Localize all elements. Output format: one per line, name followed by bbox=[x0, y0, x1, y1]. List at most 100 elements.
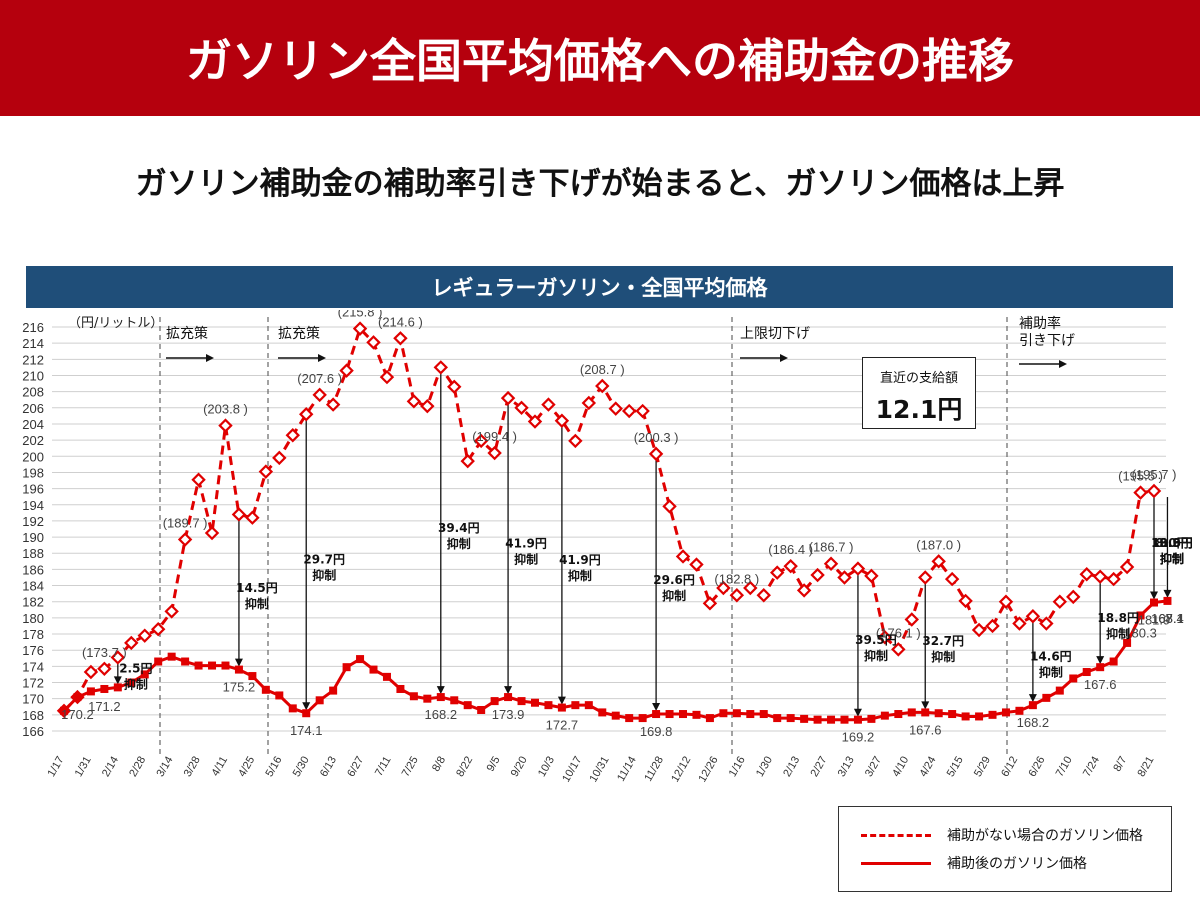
y-tick-label: 192 bbox=[22, 514, 44, 529]
data-point-with-subsidy bbox=[719, 709, 728, 718]
subsidy-amount-label-line2: 抑制 bbox=[864, 648, 888, 663]
y-tick-label: 188 bbox=[22, 546, 44, 561]
data-label: 173.9 bbox=[492, 707, 525, 722]
subsidy-amount-label: 41.9円 bbox=[559, 553, 601, 567]
data-point-no-subsidy bbox=[1012, 616, 1027, 631]
data-point-with-subsidy bbox=[1109, 657, 1118, 666]
y-tick-label: 212 bbox=[22, 352, 44, 367]
x-tick-label: 8/21 bbox=[1135, 755, 1156, 780]
data-point-with-subsidy bbox=[1069, 674, 1078, 683]
legend-label-dashed: 補助がない場合のガソリン価格 bbox=[947, 828, 1143, 844]
subsidy-arrow-head bbox=[1150, 591, 1158, 600]
x-tick-label: 1/16 bbox=[727, 755, 748, 780]
data-point-no-subsidy bbox=[931, 554, 946, 569]
data-point-with-subsidy bbox=[517, 697, 526, 706]
y-tick-label: 180 bbox=[22, 611, 44, 626]
data-point-no-subsidy bbox=[500, 390, 516, 406]
data-point-no-subsidy bbox=[325, 397, 341, 412]
data-point-with-subsidy bbox=[181, 657, 190, 666]
data-point-no-subsidy bbox=[1025, 609, 1041, 624]
x-tick-label: 6/26 bbox=[1026, 755, 1047, 780]
data-point-with-subsidy bbox=[611, 711, 620, 720]
data-point-no-subsidy bbox=[352, 321, 368, 336]
data-point-with-subsidy bbox=[221, 661, 230, 670]
x-tick-label: 4/11 bbox=[209, 755, 230, 779]
data-point-with-subsidy bbox=[140, 670, 149, 679]
data-point-with-subsidy bbox=[975, 712, 984, 721]
data-point-with-subsidy bbox=[248, 672, 257, 681]
subsidy-amount-label: 18.9円 bbox=[1151, 536, 1193, 550]
data-point-with-subsidy bbox=[961, 712, 970, 721]
dashed-line-swatch bbox=[861, 833, 931, 837]
page-title: ガソリン全国平均価格への補助金の推移 bbox=[0, 0, 1200, 116]
data-point-with-subsidy bbox=[396, 684, 405, 693]
data-point-no-subsidy bbox=[621, 403, 637, 419]
data-point-with-subsidy bbox=[867, 714, 876, 723]
data-point-no-subsidy bbox=[258, 464, 274, 479]
y-tick-label: 194 bbox=[22, 498, 44, 513]
data-point-no-subsidy bbox=[97, 661, 112, 676]
subsidy-arrow-head bbox=[1096, 656, 1105, 665]
data-label: (208.7 ) bbox=[580, 362, 625, 377]
data-point-with-subsidy bbox=[732, 709, 741, 718]
data-point-with-subsidy bbox=[598, 708, 607, 717]
data-point-with-subsidy bbox=[584, 701, 593, 710]
y-tick-label: 214 bbox=[22, 336, 44, 351]
data-point-with-subsidy bbox=[665, 710, 674, 719]
x-tick-label: 6/27 bbox=[345, 755, 366, 780]
data-point-no-subsidy bbox=[675, 549, 691, 564]
data-point-with-subsidy bbox=[450, 696, 459, 705]
subsidy-amount-label: 14.6円 bbox=[1030, 650, 1072, 664]
subsidy-amount-label-line2: 抑制 bbox=[514, 552, 538, 567]
data-point-with-subsidy bbox=[1136, 611, 1145, 620]
y-tick-label: 202 bbox=[22, 433, 44, 448]
x-tick-label: 5/29 bbox=[972, 755, 993, 780]
legend-item-solid: 補助後のガソリン価格 bbox=[861, 853, 1087, 873]
data-point-with-subsidy bbox=[773, 714, 782, 723]
data-point-with-subsidy bbox=[1123, 638, 1132, 647]
data-point-with-subsidy bbox=[880, 711, 889, 720]
data-point-with-subsidy bbox=[302, 709, 311, 718]
phase-label: 拡充策 bbox=[166, 325, 208, 342]
data-point-with-subsidy bbox=[652, 710, 661, 719]
data-point-with-subsidy bbox=[315, 696, 324, 705]
data-point-with-subsidy bbox=[786, 714, 795, 723]
data-point-no-subsidy bbox=[1146, 483, 1162, 499]
data-point-no-subsidy bbox=[635, 403, 650, 419]
data-point-with-subsidy bbox=[113, 683, 122, 692]
data-label: 180.3 bbox=[1124, 625, 1157, 640]
y-tick-label: 168 bbox=[22, 708, 44, 723]
data-label: (176.1 ) bbox=[876, 625, 921, 640]
data-point-with-subsidy bbox=[490, 697, 499, 706]
latest-payment-box: 直近の支給額 12.1円 bbox=[862, 357, 976, 429]
data-point-no-subsidy bbox=[608, 401, 623, 416]
data-point-with-subsidy bbox=[813, 715, 822, 724]
data-label: (186.7 ) bbox=[809, 540, 854, 555]
data-point-no-subsidy bbox=[312, 387, 327, 403]
subsidy-amount-label-line2: 抑制 bbox=[568, 568, 592, 583]
data-point-with-subsidy bbox=[894, 710, 903, 719]
data-point-no-subsidy bbox=[985, 618, 1000, 634]
data-point-with-subsidy bbox=[167, 652, 176, 661]
subsidy-arrow-head bbox=[853, 708, 862, 717]
data-point-no-subsidy bbox=[568, 433, 583, 449]
subsidy-amount-label: 39.5円 bbox=[855, 633, 897, 647]
data-point-with-subsidy bbox=[504, 693, 513, 702]
data-point-no-subsidy bbox=[837, 570, 852, 585]
data-point-no-subsidy bbox=[581, 395, 597, 411]
data-label: (189.7 ) bbox=[163, 516, 208, 531]
x-tick-label: 10/3 bbox=[536, 755, 557, 780]
subsidy-arrow-head bbox=[113, 676, 122, 685]
data-point-no-subsidy bbox=[406, 394, 422, 409]
data-label: 167.4 bbox=[1151, 611, 1184, 626]
x-tick-label: 2/27 bbox=[808, 755, 829, 780]
x-tick-label: 5/30 bbox=[291, 755, 312, 780]
subsidy-amount-label-line2: 抑制 bbox=[931, 649, 955, 664]
data-point-with-subsidy bbox=[356, 655, 365, 664]
legend-label-solid: 補助後のガソリン価格 bbox=[947, 856, 1087, 872]
data-point-no-subsidy bbox=[231, 507, 247, 522]
latest-payment-label: 直近の支給額 bbox=[879, 371, 958, 386]
x-tick-label: 3/28 bbox=[182, 755, 203, 780]
y-tick-label: 182 bbox=[22, 595, 44, 610]
price-line-chart: 1661681701721741761781801821841861881901… bbox=[22, 310, 1193, 784]
